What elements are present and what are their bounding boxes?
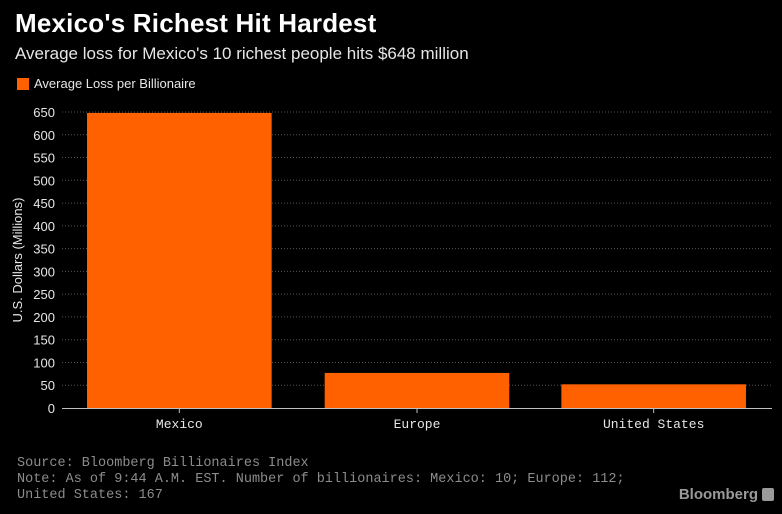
x-tick-label: Europe	[394, 417, 441, 432]
bloomberg-logo: Bloomberg	[679, 486, 774, 503]
bloomberg-terminal-icon	[762, 488, 774, 501]
y-axis-label: U.S. Dollars (Millions)	[10, 198, 25, 323]
y-tick-label: 200	[33, 310, 55, 325]
y-tick-label: 0	[48, 401, 55, 416]
chart-title: Mexico's Richest Hit Hardest	[15, 8, 377, 38]
legend-swatch	[17, 77, 29, 90]
y-tick-label: 500	[33, 173, 55, 188]
y-tick-label: 550	[33, 151, 55, 166]
y-tick-label: 300	[33, 264, 55, 279]
axes: 0 50 100 150 200 250 300 350 400 450 500 550 600 650 M…	[10, 105, 772, 432]
y-tick-label: 450	[33, 196, 55, 211]
x-tick-label: United States	[603, 417, 704, 432]
y-tick-label: 250	[33, 287, 55, 302]
source-note: Source: Bloomberg Billionaires Index	[17, 456, 309, 471]
bar-europe	[324, 372, 510, 408]
chart-footer: Source: Bloomberg Billionaires Index Not…	[17, 456, 677, 504]
x-tick-label: Mexico	[156, 417, 203, 432]
bar-chart: 0 50 100 150 200 250 300 350 400 450 500 550 600 650 M…	[10, 105, 772, 432]
y-tick-label: 100	[33, 355, 55, 370]
y-tick-label: 650	[33, 105, 55, 120]
y-tick-label: 600	[33, 128, 55, 143]
footnote: Note: As of 9:44 A.M. EST. Number of bil…	[17, 472, 625, 503]
gridlines	[62, 111, 772, 386]
bars	[87, 112, 746, 408]
y-tick-label: 400	[33, 219, 55, 234]
y-tick-label: 350	[33, 242, 55, 257]
bar-mexico	[87, 112, 272, 408]
y-tick-label: 150	[33, 333, 55, 348]
chart-subtitle: Average loss for Mexico's 10 richest peo…	[15, 44, 469, 63]
brand-name: Bloomberg	[678, 486, 758, 503]
y-tick-label: 50	[41, 378, 55, 393]
bar-united-states	[561, 384, 746, 408]
legend-label: Average Loss per Billionaire	[34, 76, 196, 91]
legend: Average Loss per Billionaire	[17, 76, 196, 91]
